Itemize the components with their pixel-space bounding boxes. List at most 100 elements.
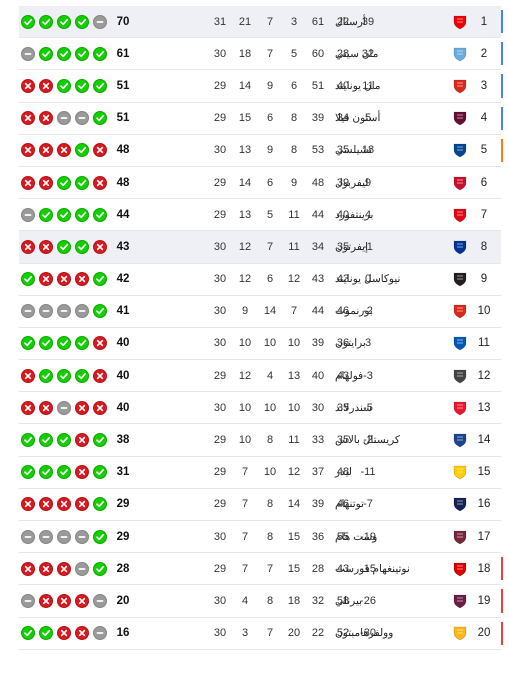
check-icon[interactable] <box>93 529 107 544</box>
team-name[interactable]: وست هام <box>335 530 378 543</box>
team-name[interactable]: بيرنلي <box>335 594 363 607</box>
dash-icon[interactable] <box>75 561 89 576</box>
cross-icon[interactable] <box>75 626 89 641</box>
cross-icon[interactable] <box>39 111 53 126</box>
cross-icon[interactable] <box>75 272 89 287</box>
dash-icon[interactable] <box>75 304 89 319</box>
team-row[interactable]: 10 بورنموث 30 9 14 7 44 46 -2 41 <box>19 296 501 328</box>
check-icon[interactable] <box>57 368 71 383</box>
cross-icon[interactable] <box>93 143 107 158</box>
check-icon[interactable] <box>21 465 35 480</box>
dash-icon[interactable] <box>57 111 71 126</box>
check-icon[interactable] <box>39 336 53 351</box>
check-icon[interactable] <box>21 14 35 29</box>
team-name[interactable]: وولفرهامبتون <box>335 627 394 640</box>
cross-icon[interactable] <box>57 561 71 576</box>
check-icon[interactable] <box>93 561 107 576</box>
cross-icon[interactable] <box>21 111 35 126</box>
cross-icon[interactable] <box>93 175 107 190</box>
team-name[interactable]: مان سيتي <box>335 47 379 60</box>
check-icon[interactable] <box>57 239 71 254</box>
cross-icon[interactable] <box>21 143 35 158</box>
dash-icon[interactable] <box>93 14 107 29</box>
cross-icon[interactable] <box>21 400 35 415</box>
team-row[interactable]: 11 برايتون 30 10 10 10 39 36 3 40 <box>19 328 501 361</box>
dash-icon[interactable] <box>75 529 89 544</box>
cross-icon[interactable] <box>39 593 53 608</box>
check-icon[interactable] <box>93 78 107 93</box>
team-row[interactable]: 2 مان سيتي 30 18 7 5 60 28 32 61 <box>19 38 503 71</box>
cross-icon[interactable] <box>39 143 53 158</box>
check-icon[interactable] <box>93 465 107 480</box>
cross-icon[interactable] <box>21 78 35 93</box>
team-row[interactable]: 4 أستون فيلا 29 15 6 8 39 34 5 51 <box>19 103 503 135</box>
cross-icon[interactable] <box>39 175 53 190</box>
team-name[interactable]: توتنهام <box>335 498 364 511</box>
team-name[interactable]: برينتفورد <box>335 208 374 221</box>
team-row[interactable]: 8 إيفرتون 30 12 7 11 34 35 -1 43 <box>19 231 501 264</box>
team-row[interactable]: 14 كريستال بالاس 29 10 8 11 33 35 -2 38 <box>19 424 501 457</box>
check-icon[interactable] <box>93 497 107 512</box>
team-name[interactable]: سندرلاند <box>335 401 372 414</box>
team-name[interactable]: أرسنال <box>335 15 366 28</box>
team-row[interactable]: 16 توتنهام 29 7 8 14 39 46 -7 29 <box>19 489 501 521</box>
team-row[interactable]: 18 نوتينغهام فورست 29 7 7 15 28 43 -15 28 <box>19 553 503 586</box>
cross-icon[interactable] <box>93 400 107 415</box>
check-icon[interactable] <box>39 46 53 61</box>
dash-icon[interactable] <box>93 626 107 641</box>
check-icon[interactable] <box>39 14 53 29</box>
check-icon[interactable] <box>21 272 35 287</box>
team-name[interactable]: فولهام <box>335 369 364 382</box>
cross-icon[interactable] <box>93 336 107 351</box>
check-icon[interactable] <box>93 46 107 61</box>
team-row[interactable]: 3 مان يونايتد 29 14 9 6 51 40 11 51 <box>19 70 503 103</box>
cross-icon[interactable] <box>39 272 53 287</box>
dash-icon[interactable] <box>75 111 89 126</box>
cross-icon[interactable] <box>93 239 107 254</box>
check-icon[interactable] <box>75 336 89 351</box>
check-icon[interactable] <box>39 433 53 448</box>
check-icon[interactable] <box>75 368 89 383</box>
team-row[interactable]: 17 وست هام 30 7 8 15 36 55 -19 29 <box>19 521 501 554</box>
check-icon[interactable] <box>57 207 71 222</box>
team-row[interactable]: 19 بيرنلي 30 4 8 18 32 58 -26 20 <box>19 585 503 618</box>
cross-icon[interactable] <box>57 497 71 512</box>
dash-icon[interactable] <box>57 400 71 415</box>
dash-icon[interactable] <box>39 304 53 319</box>
dash-icon[interactable] <box>57 529 71 544</box>
team-row[interactable]: 6 ليفربول 29 14 6 9 48 39 9 48 <box>19 167 501 200</box>
team-name[interactable]: نوتينغهام فورست <box>335 562 410 575</box>
cross-icon[interactable] <box>75 593 89 608</box>
cross-icon[interactable] <box>75 465 89 480</box>
check-icon[interactable] <box>75 143 89 158</box>
check-icon[interactable] <box>93 433 107 448</box>
team-name[interactable]: نيوكاسل يونايتد <box>335 273 401 286</box>
team-name[interactable]: برايتون <box>335 337 366 350</box>
check-icon[interactable] <box>39 465 53 480</box>
check-icon[interactable] <box>39 626 53 641</box>
check-icon[interactable] <box>75 175 89 190</box>
cross-icon[interactable] <box>57 626 71 641</box>
check-icon[interactable] <box>75 14 89 29</box>
cross-icon[interactable] <box>75 433 89 448</box>
cross-icon[interactable] <box>93 368 107 383</box>
cross-icon[interactable] <box>39 497 53 512</box>
cross-icon[interactable] <box>39 561 53 576</box>
check-icon[interactable] <box>57 336 71 351</box>
check-icon[interactable] <box>75 46 89 61</box>
check-icon[interactable] <box>93 111 107 126</box>
team-name[interactable]: إيفرتون <box>335 240 369 253</box>
cross-icon[interactable] <box>75 400 89 415</box>
check-icon[interactable] <box>57 465 71 480</box>
check-icon[interactable] <box>75 207 89 222</box>
check-icon[interactable] <box>57 433 71 448</box>
team-row[interactable]: 15 ليدز 29 7 10 12 37 48 -11 31 <box>19 457 501 489</box>
dash-icon[interactable] <box>21 593 35 608</box>
cross-icon[interactable] <box>21 561 35 576</box>
cross-icon[interactable] <box>57 593 71 608</box>
dash-icon[interactable] <box>21 46 35 61</box>
check-icon[interactable] <box>39 368 53 383</box>
cross-icon[interactable] <box>21 239 35 254</box>
check-icon[interactable] <box>39 207 53 222</box>
check-icon[interactable] <box>93 207 107 222</box>
